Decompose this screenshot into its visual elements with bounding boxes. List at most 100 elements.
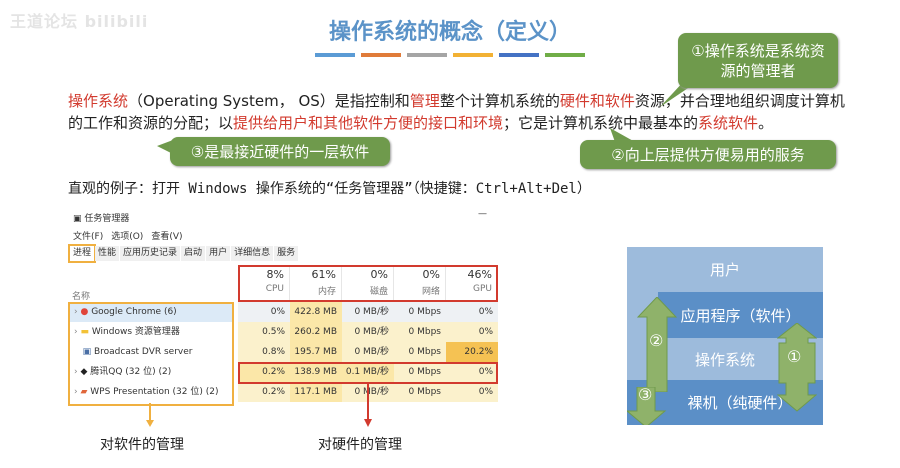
color-bar: [499, 53, 539, 57]
menu-bar: 文件(F) 选项(O) 查看(V): [73, 229, 183, 242]
header-memory[interactable]: 61% 内存: [290, 265, 342, 300]
metric-cell: 0%: [446, 302, 498, 322]
tab-processes[interactable]: 进程: [67, 244, 97, 263]
process-row[interactable]: › ◆ 腾讯QQ (32 位) (2) 0.2% 138.9 MB 0.1 MB/秒 0…: [68, 362, 500, 382]
up-arrow-icon: [637, 297, 677, 392]
column-headers: 8% CPU 61% 内存 0% 磁盘 0% 网络 46% GPU: [238, 265, 500, 302]
text: 。: [758, 114, 774, 132]
tab-details[interactable]: 详细信息: [231, 246, 274, 261]
qq-icon: ◆: [80, 367, 91, 377]
chrome-icon: ●: [80, 307, 92, 317]
callout-resource-manager: ①操作系统是系统资源的管理者: [678, 33, 838, 88]
layer-application: 应用程序（软件）: [658, 292, 823, 338]
metric-cell: 260.2 MB: [290, 322, 342, 342]
process-name-text: Windows 资源管理器: [91, 327, 180, 337]
menu-file[interactable]: 文件(F): [73, 232, 104, 242]
process-name: › ▰ WPS Presentation (32 位) (2): [68, 382, 234, 402]
window-title: ▣ 任务管理器: [73, 211, 129, 224]
metric-cell: 0.1 MB/秒: [342, 362, 394, 382]
title-text: 任务管理器: [84, 214, 130, 224]
metric-cell: 0 MB/秒: [342, 342, 394, 362]
metric-cell: 0 Mbps: [394, 362, 446, 382]
definition-paragraph: 操作系统（Operating System， OS）是指控制和管理整个计算机系统…: [68, 90, 848, 134]
process-name: › ● Google Chrome (6): [68, 302, 234, 322]
bubble-tail: [610, 128, 635, 142]
process-row[interactable]: ▣ Broadcast DVR server 0.8% 195.7 MB 0 MB/秒…: [68, 342, 500, 362]
software-management-label: 对软件的管理: [100, 437, 184, 453]
down-arrow-icon: [627, 387, 667, 425]
tab-services[interactable]: 服务: [274, 246, 299, 261]
header-network[interactable]: 0% 网络: [394, 265, 446, 300]
task-manager-icon: ▣: [73, 214, 85, 224]
menu-options[interactable]: 选项(O): [111, 232, 144, 242]
example-text: 直观的例子：打开 Windows 操作系统的“任务管理器”（快捷键：Ctrl+A…: [68, 181, 591, 197]
header-cpu[interactable]: 8% CPU: [238, 265, 290, 300]
text: 管理: [409, 92, 440, 110]
callout-services: ②向上层提供方便易用的服务: [580, 140, 836, 169]
header-disk[interactable]: 0% 磁盘: [342, 265, 394, 300]
qq-row-highlight-box: [238, 362, 498, 384]
metric-cell: 195.7 MB: [290, 342, 342, 362]
process-name: ▣ Broadcast DVR server: [68, 342, 234, 362]
label-3: ③: [638, 385, 653, 404]
metric-cell: 0%: [446, 322, 498, 342]
metric-cell: 0.8%: [238, 342, 290, 362]
process-name-text: WPS Presentation (32 位) (2): [90, 387, 219, 397]
text: 提供给用户和其他软件方便的接口和环境: [233, 114, 504, 132]
bubble-tail: [157, 140, 173, 154]
process-name-text: Broadcast DVR server: [93, 347, 193, 357]
text: 系统软件: [698, 114, 759, 132]
process-name: › ◆ 腾讯QQ (32 位) (2): [68, 362, 234, 382]
process-row[interactable]: › ▰ WPS Presentation (32 位) (2) 0.2% 117.1…: [68, 382, 500, 402]
process-row[interactable]: › ● Google Chrome (6) 0% 422.8 MB 0 MB/秒 0 M…: [68, 302, 500, 322]
tab-performance[interactable]: 性能: [95, 246, 120, 261]
watermark: 王道论坛 bilibili: [10, 12, 149, 31]
text: 硬件和软件: [559, 92, 635, 110]
menu-view[interactable]: 查看(V): [151, 232, 183, 242]
metric-cell: 0%: [238, 302, 290, 322]
metric-cell: 422.8 MB: [290, 302, 342, 322]
text: 操作系统: [68, 92, 129, 110]
tab-bar: 进程 性能 应用历史记录 启动 用户 详细信息 服务: [67, 244, 299, 263]
color-bar: [407, 53, 447, 57]
process-name-text: Google Chrome (6): [91, 307, 177, 317]
metric-cell: 0 Mbps: [394, 302, 446, 322]
process-row[interactable]: › ▬ Windows 资源管理器 0.5% 260.2 MB 0 MB/秒 0 Mbp…: [68, 322, 500, 342]
process-name-text: 腾讯QQ (32 位) (2): [90, 367, 172, 377]
tab-users[interactable]: 用户: [206, 246, 231, 261]
color-bar: [315, 53, 355, 57]
task-manager-window: ▣ 任务管理器 — 文件(F) 选项(O) 查看(V) 进程 性能 应用历史记录 启动…: [67, 205, 500, 406]
chevron-right-icon[interactable]: ›: [74, 367, 81, 377]
text: （Operating System， OS）是指控制和: [128, 92, 410, 110]
chevron-right-icon[interactable]: ›: [74, 387, 81, 397]
tab-app-history[interactable]: 应用历史记录: [120, 246, 181, 261]
metric-cell: 0%: [446, 382, 498, 402]
metric-cell: 20.2%: [446, 342, 498, 362]
chevron-right-icon[interactable]: ›: [74, 307, 81, 317]
callout-closest-to-hardware: ③是最接近硬件的一层软件: [170, 137, 390, 166]
metric-cell: 0 Mbps: [394, 342, 446, 362]
software-highlight-box: [68, 302, 234, 406]
text: ；它是计算机系统中最基本的: [503, 114, 699, 132]
orange-arrow: [146, 403, 154, 427]
label-2: ②: [649, 331, 664, 350]
metric-cell: 0 MB/秒: [342, 322, 394, 342]
resource-highlight-box: [238, 265, 498, 302]
metric-cell: 138.9 MB: [290, 362, 342, 382]
column-name-header[interactable]: 名称: [72, 292, 91, 302]
color-bar: [453, 53, 493, 57]
text: 整个计算机系统的: [439, 92, 560, 110]
text: 资源，并合理地组织调度计算机的工作和资源的分配；以: [68, 92, 845, 132]
layer-diagram: 用户 应用程序（软件） 操作系统 裸机（纯硬件） ② ③ ①: [627, 247, 823, 425]
color-bar: [545, 53, 585, 57]
red-arrow: [364, 382, 372, 427]
color-bar: [361, 53, 401, 57]
page-title: 操作系统的概念（定义）: [328, 20, 571, 45]
chevron-right-icon[interactable]: ›: [74, 327, 81, 337]
layer-user: 用户: [627, 247, 823, 292]
minimize-button[interactable]: —: [478, 209, 487, 219]
tab-startup[interactable]: 启动: [181, 246, 206, 261]
hardware-management-label: 对硬件的管理: [318, 437, 402, 453]
wps-icon: ▰: [80, 387, 91, 397]
metric-cell: 0.5%: [238, 322, 290, 342]
